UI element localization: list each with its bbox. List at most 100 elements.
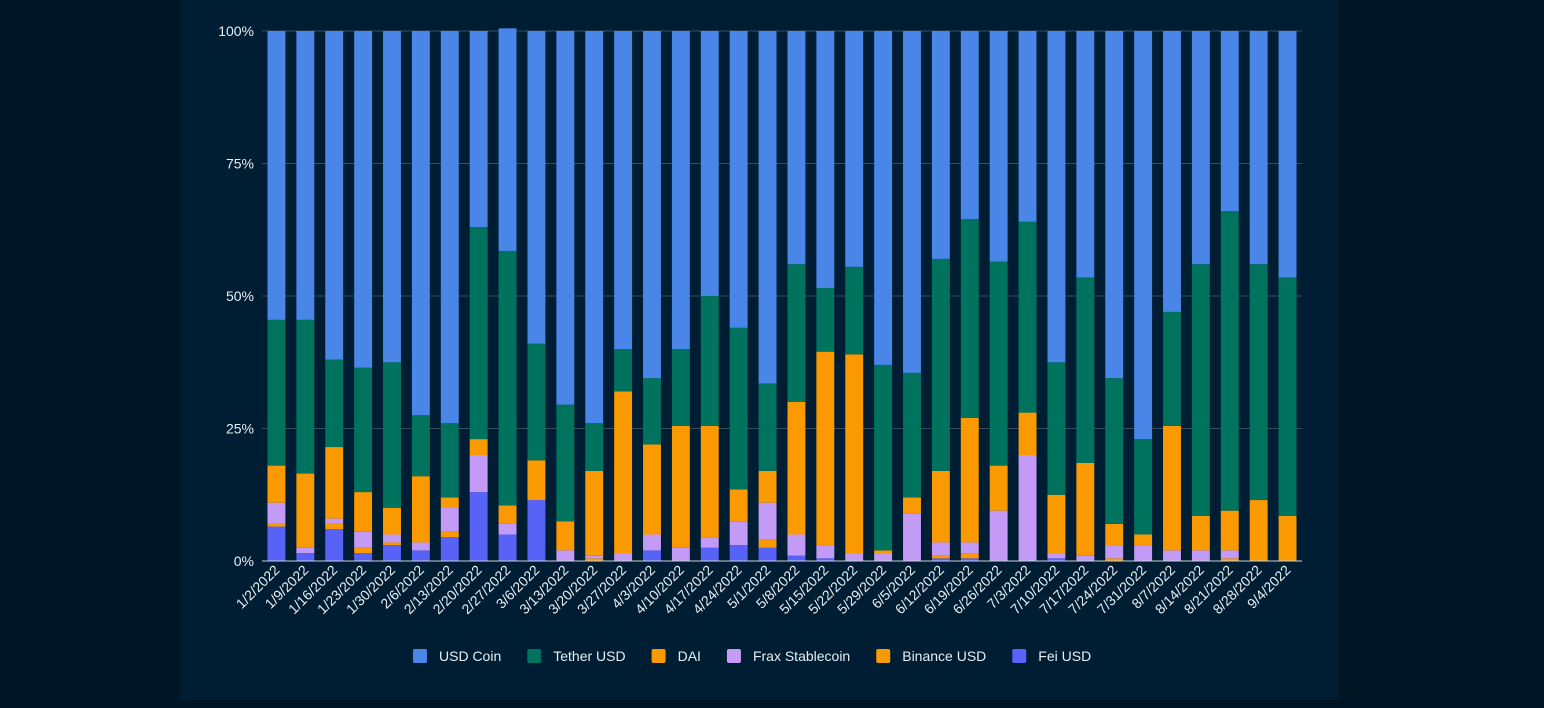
bar-segment bbox=[325, 518, 344, 524]
bar-segment bbox=[787, 31, 806, 265]
bar-segment bbox=[758, 539, 777, 548]
bar-segment bbox=[1047, 362, 1066, 495]
legend-item: USD Coin bbox=[413, 648, 501, 664]
bar-segment bbox=[325, 529, 344, 561]
bar-segment bbox=[296, 31, 315, 320]
bar-segment bbox=[296, 553, 315, 561]
bar-segment bbox=[845, 354, 864, 554]
bar-segment bbox=[931, 258, 950, 471]
bar-stack bbox=[1163, 31, 1181, 561]
bar-segment bbox=[874, 553, 893, 561]
bar-segment bbox=[585, 558, 604, 561]
bar-segment bbox=[1163, 31, 1181, 312]
bar-segment bbox=[585, 555, 604, 559]
bar-stack bbox=[903, 31, 921, 561]
legend-item: Fei USD bbox=[1012, 648, 1091, 664]
bar-segment bbox=[1278, 277, 1297, 516]
bar-segment bbox=[469, 31, 488, 228]
bar-stack bbox=[816, 31, 835, 561]
bar-segment bbox=[1191, 515, 1210, 551]
legend-item: DAI bbox=[651, 648, 701, 664]
bar-stack bbox=[354, 31, 373, 561]
bar-segment bbox=[354, 547, 373, 554]
bars bbox=[262, 28, 1302, 562]
bar-segment bbox=[440, 497, 459, 508]
bar-segment bbox=[267, 526, 286, 561]
y-tick-label: 25% bbox=[226, 421, 254, 437]
bar-segment bbox=[469, 455, 488, 493]
legend-item: Tether USD bbox=[527, 648, 626, 664]
legend-label: DAI bbox=[678, 648, 701, 664]
bar-segment bbox=[1249, 264, 1268, 501]
bar-segment bbox=[874, 31, 893, 365]
bar-segment bbox=[1018, 412, 1037, 455]
bar-segment bbox=[671, 425, 690, 548]
bar-segment bbox=[700, 296, 719, 426]
bar-segment bbox=[758, 383, 777, 471]
y-axis: 0% 25% 50% 75% 100% bbox=[218, 23, 254, 569]
bar-segment bbox=[931, 542, 950, 556]
y-tick-label: 100% bbox=[218, 23, 254, 39]
bar-segment bbox=[1278, 31, 1297, 278]
bar-segment bbox=[1220, 558, 1239, 561]
bar-segment bbox=[527, 31, 546, 344]
bar-segment bbox=[325, 523, 344, 530]
bar-segment bbox=[989, 261, 1008, 466]
bar-segment bbox=[1076, 462, 1095, 556]
bar-segment bbox=[267, 465, 286, 503]
bar-segment bbox=[1163, 550, 1181, 561]
legend-swatch bbox=[726, 649, 741, 663]
bar-segment bbox=[643, 378, 661, 445]
bar-segment bbox=[1076, 31, 1095, 278]
bar-segment bbox=[1047, 553, 1066, 559]
bar-segment bbox=[383, 31, 401, 363]
bar-stack bbox=[989, 31, 1008, 561]
bar-segment bbox=[411, 542, 430, 551]
bar-stack bbox=[498, 28, 517, 561]
bar-segment bbox=[614, 553, 633, 561]
bar-segment bbox=[1105, 31, 1124, 379]
bar-segment bbox=[354, 31, 373, 368]
bar-segment bbox=[1249, 31, 1268, 265]
bar-segment bbox=[643, 31, 661, 379]
y-tick-label: 75% bbox=[226, 156, 254, 172]
bar-stack bbox=[325, 31, 344, 561]
bar-stack bbox=[1105, 31, 1124, 561]
bar-segment bbox=[671, 31, 690, 349]
bar-segment bbox=[903, 31, 921, 373]
bar-segment bbox=[1191, 264, 1210, 516]
bar-segment bbox=[1278, 515, 1297, 561]
bar-segment bbox=[556, 31, 575, 405]
stacked-bar-chart: 0% 25% 50% 75% 100% 1/2/20221/9/20221/16/202… bbox=[218, 23, 1302, 664]
bar-segment bbox=[931, 555, 950, 559]
bar-segment bbox=[671, 547, 690, 561]
bar-stack bbox=[758, 31, 777, 561]
bar-segment bbox=[874, 364, 893, 551]
legend-label: Binance USD bbox=[902, 648, 986, 664]
bar-segment bbox=[729, 545, 748, 561]
bar-segment bbox=[1220, 510, 1239, 551]
bar-segment bbox=[325, 359, 344, 448]
bar-stack bbox=[556, 31, 575, 561]
bar-segment bbox=[498, 505, 517, 524]
bar-segment bbox=[1105, 378, 1124, 524]
legend-label: Frax Stablecoin bbox=[753, 648, 850, 664]
bar-segment bbox=[643, 550, 661, 561]
bar-segment bbox=[903, 372, 921, 498]
bar-segment bbox=[383, 508, 401, 535]
bar-segment bbox=[527, 500, 546, 561]
bar-segment bbox=[1191, 31, 1210, 265]
bar-segment bbox=[267, 31, 286, 320]
legend-item: Binance USD bbox=[876, 648, 986, 664]
bar-segment bbox=[960, 553, 979, 559]
bar-segment bbox=[816, 288, 835, 352]
legend-label: Fei USD bbox=[1038, 648, 1091, 664]
bar-segment bbox=[325, 31, 344, 360]
bar-segment bbox=[787, 264, 806, 402]
bar-segment bbox=[960, 219, 979, 418]
bar-segment bbox=[816, 558, 835, 561]
bar-stack bbox=[440, 31, 459, 561]
bar-segment bbox=[1105, 523, 1124, 546]
legend-swatch bbox=[413, 649, 427, 663]
bar-segment bbox=[354, 367, 373, 493]
